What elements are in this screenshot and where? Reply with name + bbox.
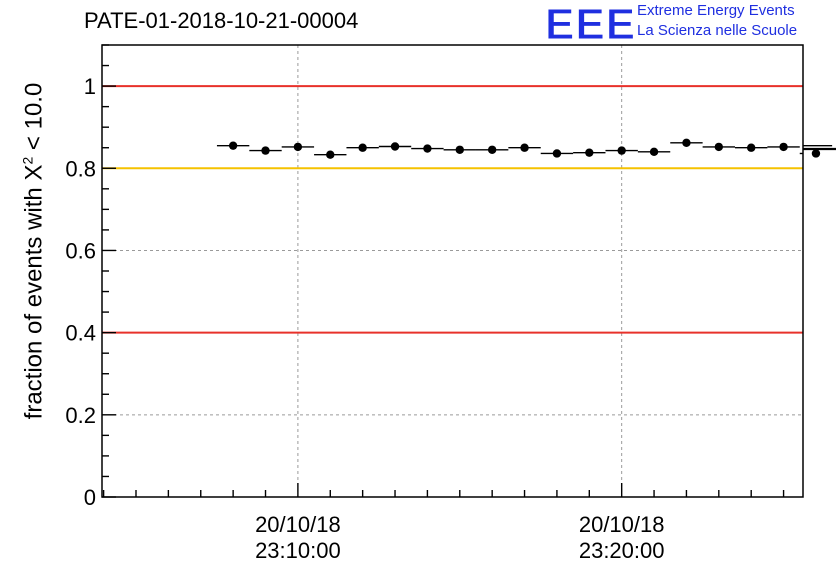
data-point: [520, 143, 529, 152]
y-axis-label-prefix: fraction of events with: [20, 180, 48, 420]
data-point: [552, 149, 562, 158]
y-axis-label-sup: 2: [19, 156, 36, 165]
data-point: [682, 138, 691, 147]
logo-line-1: Extreme Energy Events: [637, 2, 795, 19]
data-point: [423, 144, 432, 153]
x-tick-label-date: 20/10/18: [579, 512, 665, 537]
y-tick-label: 1: [84, 74, 96, 99]
x-tick-label-time: 23:20:00: [579, 538, 665, 563]
data-point: [293, 142, 303, 152]
y-tick-label: 0: [84, 485, 96, 510]
y-tick-label: 0.4: [65, 321, 96, 346]
y-axis: 0 0.2 0.4 0.6 0.8 1: [65, 44, 116, 510]
data-point: [714, 142, 724, 152]
y-axis-label: fraction of events with X2 < 10.0: [20, 83, 49, 420]
data-points: [216, 138, 836, 159]
data-point: [358, 143, 367, 152]
y-axis-label-suffix: < 10.0: [20, 82, 48, 157]
data-point: [746, 143, 756, 152]
y-tick-label: 0.2: [65, 403, 96, 428]
y-axis-label-symbol: X: [20, 164, 48, 181]
grid-lines: [102, 45, 803, 497]
data-point: [487, 145, 497, 154]
plot-frame: [101, 44, 804, 498]
data-point: [779, 142, 788, 152]
data-point: [390, 142, 400, 151]
y-tick-label: 0.8: [65, 156, 96, 181]
data-point: [811, 149, 821, 158]
data-point: [649, 147, 659, 157]
logo-line-2: La Scienza nelle Scuole: [637, 22, 798, 39]
data-point: [585, 148, 594, 157]
data-point: [617, 146, 626, 155]
data-point: [228, 141, 238, 150]
x-tick-label-date: 20/10/18: [255, 512, 341, 537]
data-point: [326, 150, 335, 159]
x-tick-label-time: 23:10:00: [255, 538, 341, 563]
data-point: [455, 145, 464, 154]
reference-lines: [102, 85, 803, 334]
data-point: [261, 146, 270, 155]
chart-title: PATE-01-2018-10-21-00004: [84, 8, 359, 33]
y-tick-label: 0.6: [65, 238, 96, 263]
eee-logo: EEE: [544, 0, 637, 50]
